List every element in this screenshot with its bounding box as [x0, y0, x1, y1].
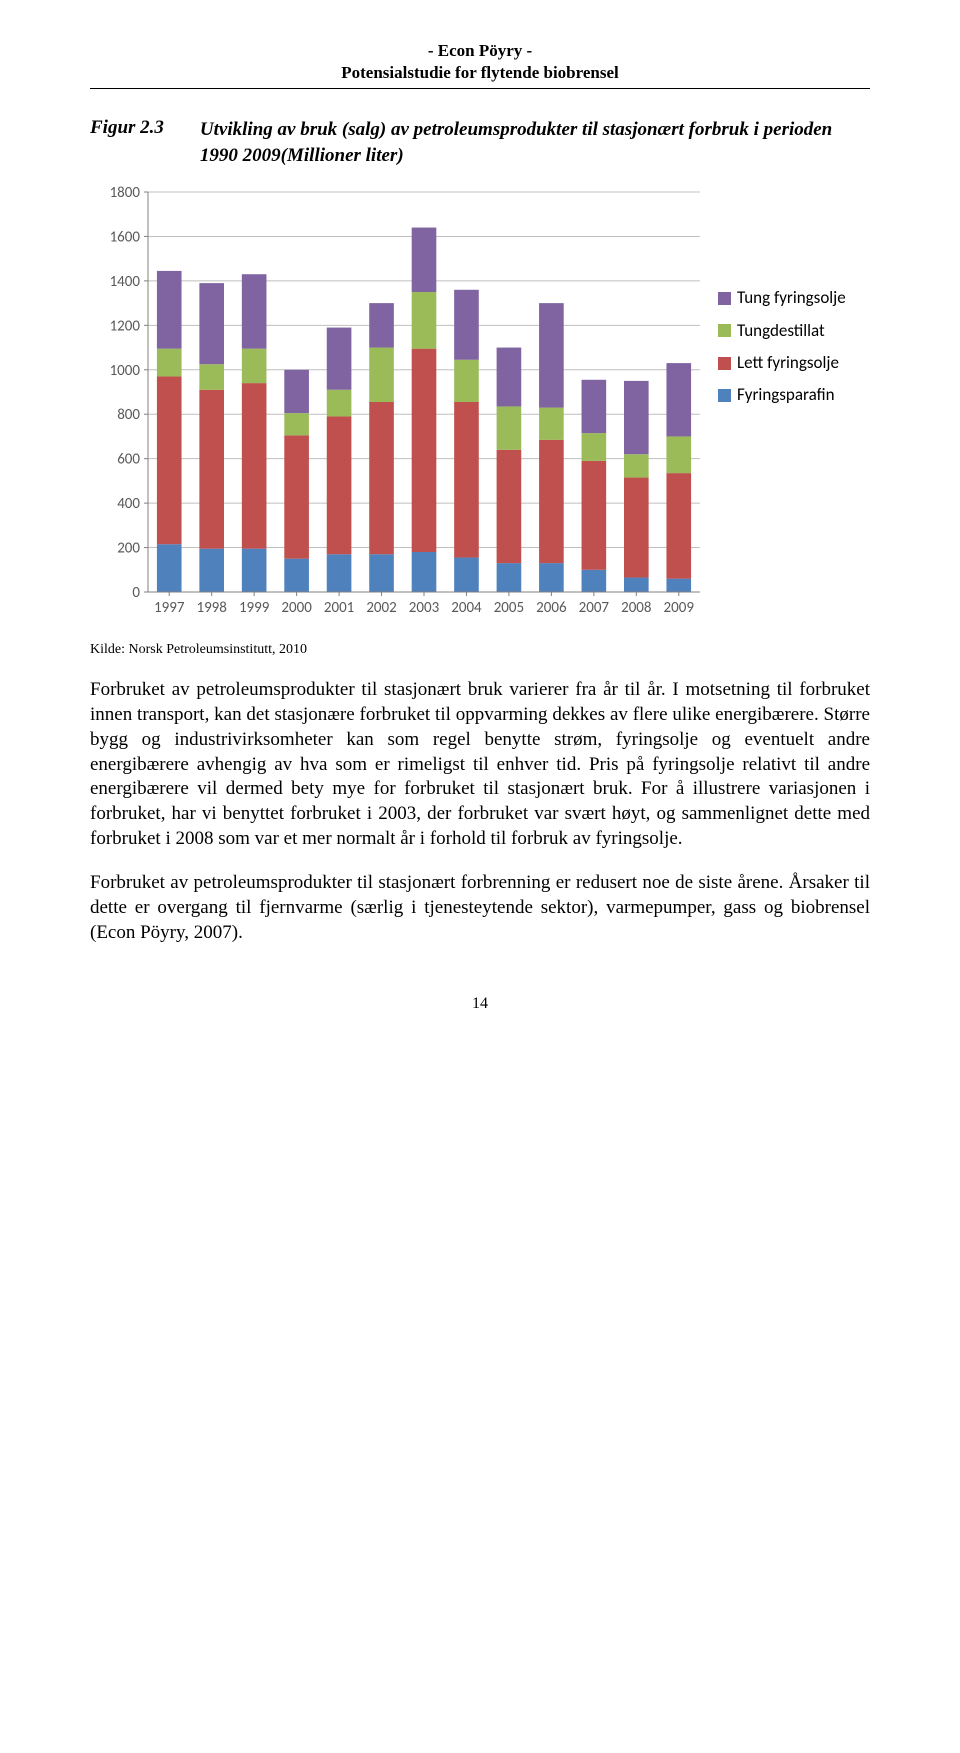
chart-source: Kilde: Norsk Petroleumsinstitutt, 2010	[90, 642, 870, 658]
chart-legend: Tung fyringsoljeTungdestillatLett fyring…	[718, 182, 846, 411]
svg-text:1400: 1400	[110, 273, 141, 291]
legend-label: Tungdestillat	[737, 315, 825, 347]
legend-label: Lett fyringsolje	[737, 347, 839, 379]
svg-text:1997: 1997	[154, 599, 185, 617]
svg-text:2006: 2006	[536, 599, 567, 617]
svg-text:1000: 1000	[110, 362, 141, 380]
svg-text:2000: 2000	[281, 599, 312, 617]
svg-text:2005: 2005	[494, 599, 524, 617]
header-line-2: Potensialstudie for flytende biobrensel	[90, 62, 870, 84]
figure-caption-text: Utvikling av bruk (salg) av petroleumspr…	[200, 117, 870, 168]
document-header: - Econ Pöyry - Potensialstudie for flyte…	[90, 40, 870, 89]
paragraph-1: Forbruket av petroleumsprodukter til sta…	[90, 678, 870, 851]
legend-item: Tung fyringsolje	[718, 282, 846, 314]
figure-label: Figur 2.3	[90, 117, 164, 139]
svg-text:1998: 1998	[196, 599, 226, 617]
legend-swatch	[718, 292, 731, 305]
svg-text:1999: 1999	[239, 599, 270, 617]
legend-swatch	[718, 357, 731, 370]
chart-container: 0 200 400 600 800 1000 1200 1400 1600 1800 1997 199…	[90, 182, 870, 632]
chart-svg: 0 200 400 600 800 1000 1200 1400 1600 1800 1997 199…	[90, 182, 710, 632]
legend-swatch	[718, 324, 731, 337]
svg-text:0: 0	[132, 584, 140, 602]
svg-text:2002: 2002	[366, 599, 396, 617]
legend-label: Tung fyringsolje	[737, 282, 846, 314]
svg-text:800: 800	[117, 407, 140, 425]
svg-text:2004: 2004	[451, 599, 482, 617]
legend-label: Fyringsparafin	[737, 379, 835, 411]
svg-text:2008: 2008	[621, 599, 651, 617]
bar-chart: 0 200 400 600 800 1000 1200 1400 1600 1800 1997 199…	[90, 182, 710, 632]
svg-text:600: 600	[117, 451, 140, 469]
svg-text:2007: 2007	[579, 599, 610, 617]
page-number: 14	[90, 995, 870, 1013]
figure-caption: Figur 2.3 Utvikling av bruk (salg) av pe…	[90, 117, 870, 168]
legend-item: Tungdestillat	[718, 315, 846, 347]
svg-text:400: 400	[117, 496, 140, 514]
legend-swatch	[718, 389, 731, 402]
body-text: Forbruket av petroleumsprodukter til sta…	[90, 678, 870, 945]
svg-text:2001: 2001	[324, 599, 354, 617]
svg-text:2003: 2003	[409, 599, 440, 617]
svg-text:2009: 2009	[664, 599, 695, 617]
svg-text:1600: 1600	[110, 229, 141, 247]
svg-text:200: 200	[117, 540, 140, 558]
svg-text:1200: 1200	[110, 318, 141, 336]
paragraph-2: Forbruket av petroleumsprodukter til sta…	[90, 871, 870, 945]
header-line-1: - Econ Pöyry -	[90, 40, 870, 62]
legend-item: Fyringsparafin	[718, 379, 846, 411]
legend-item: Lett fyringsolje	[718, 347, 846, 379]
svg-text:1800: 1800	[110, 184, 141, 202]
